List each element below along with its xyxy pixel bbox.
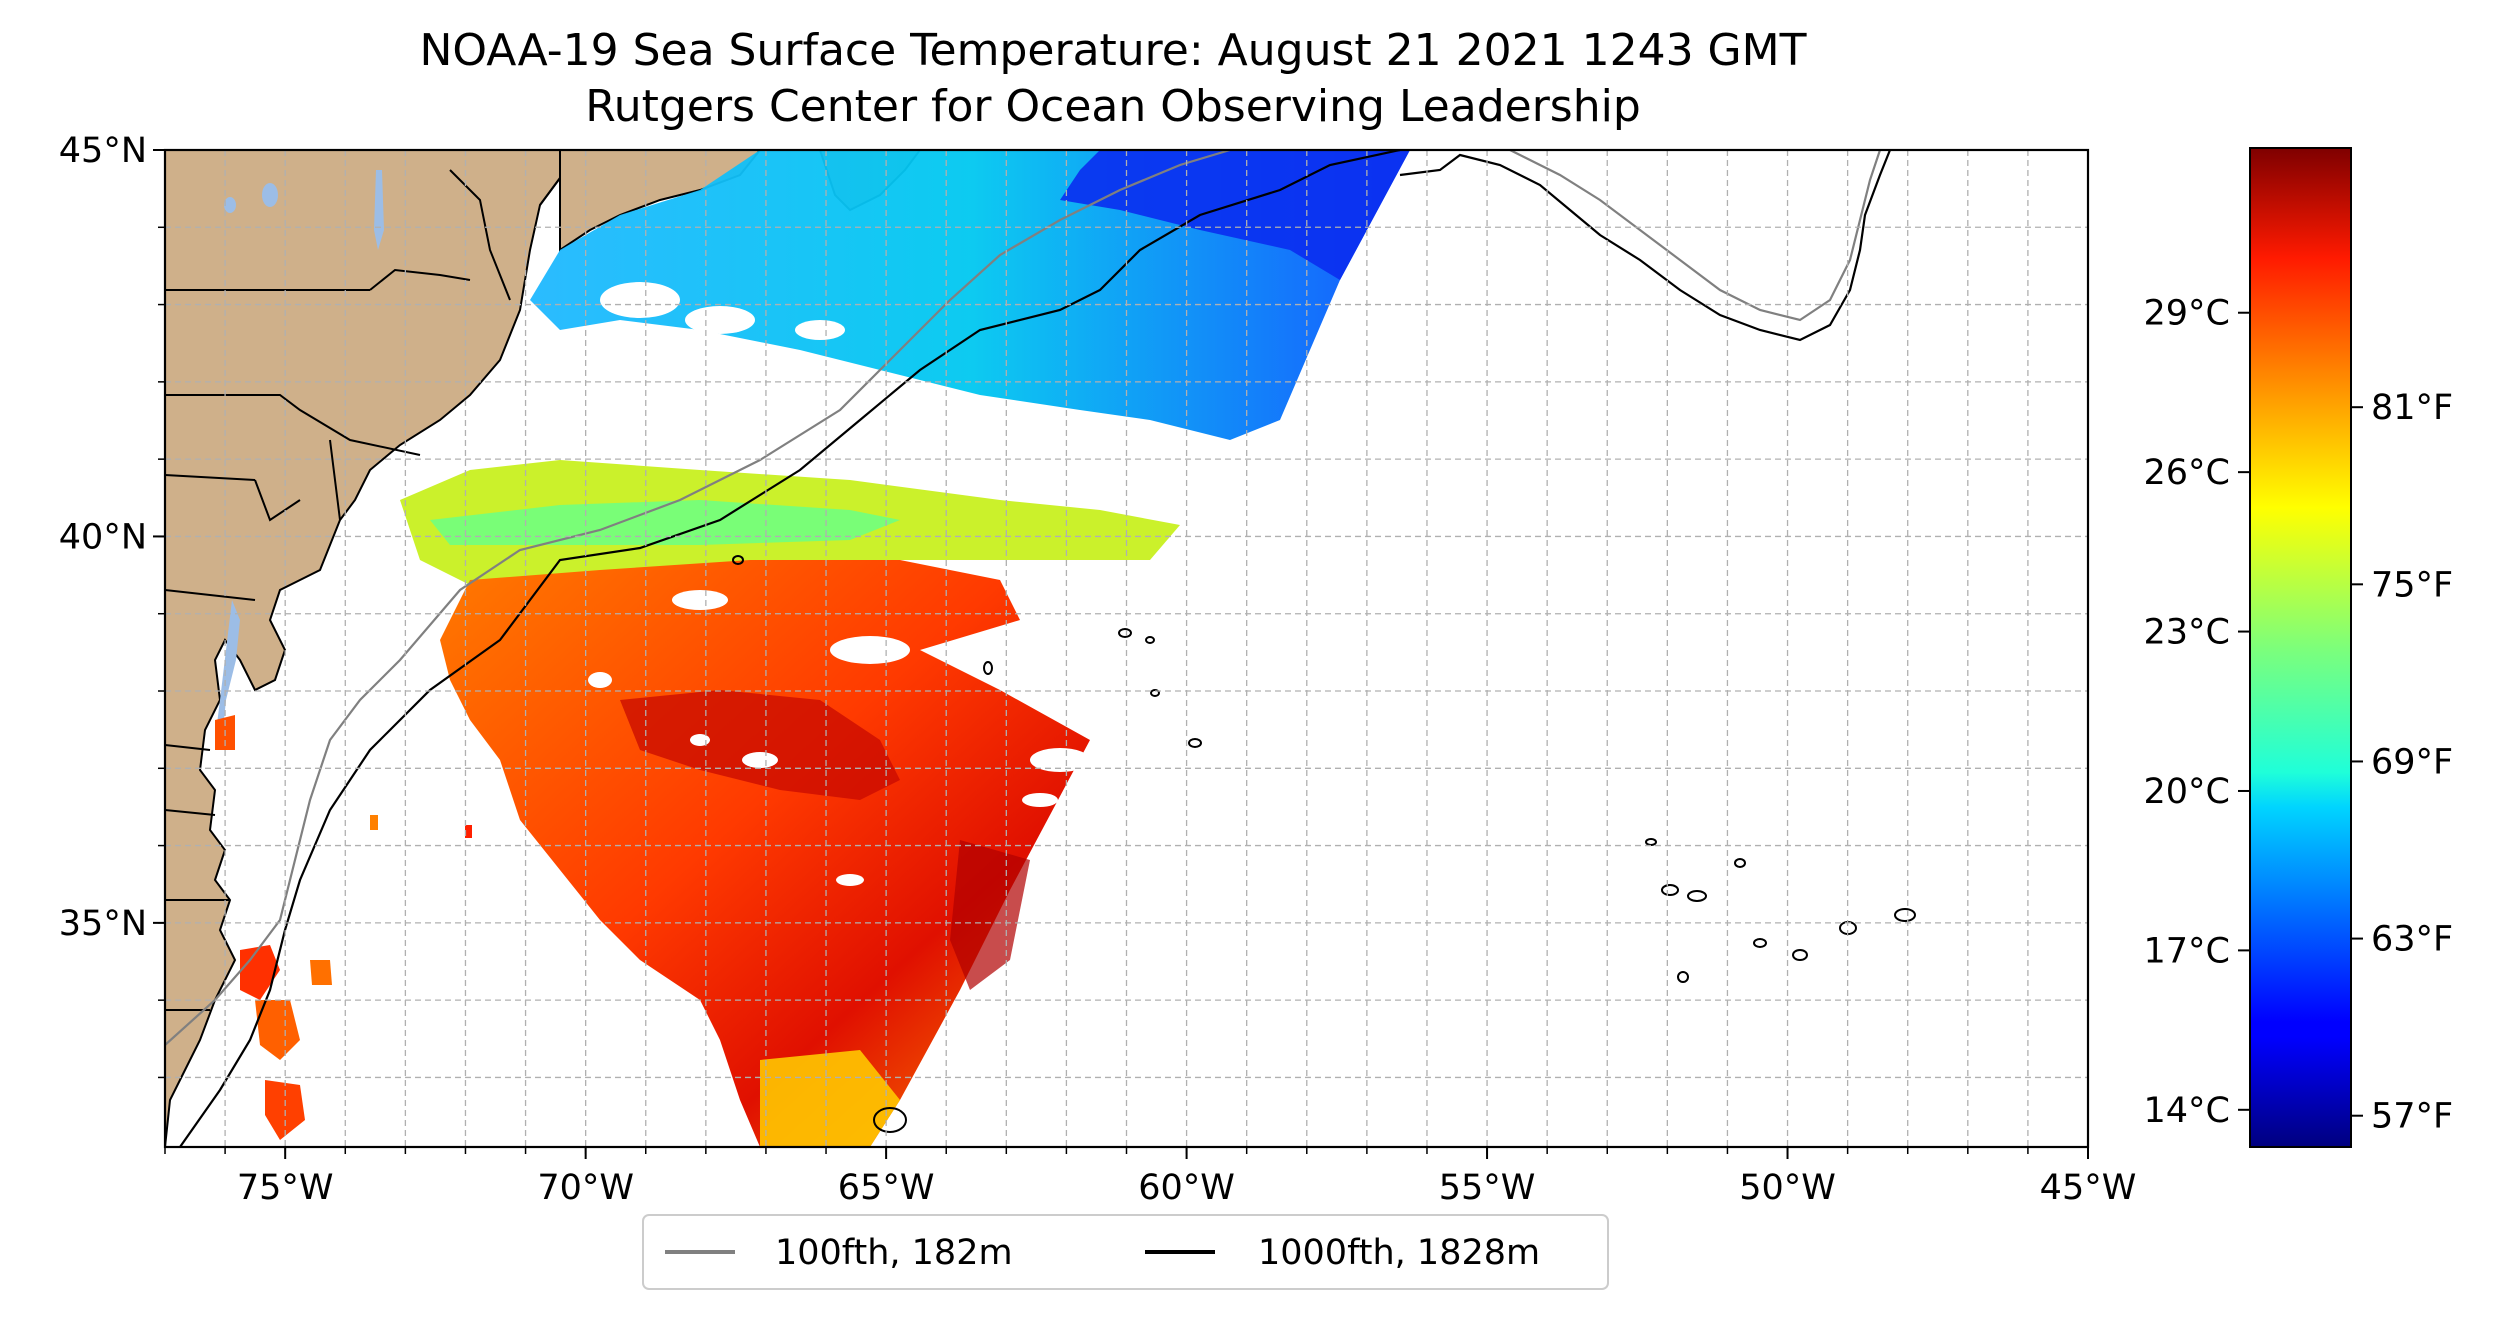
land-mass — [165, 150, 561, 1147]
lon-tick-label: 75°W — [237, 1168, 334, 1208]
contour-1000fth — [179, 150, 1401, 1147]
colorbar-gradient — [2249, 147, 2352, 1148]
map-axes: 75°W 70°W 65°W 60°W 55°W 50°W 45°W 45°N 40°N 35°N — [59, 131, 2137, 1208]
gridlines — [165, 150, 2088, 1147]
lon-tick-label: 70°W — [537, 1168, 634, 1208]
fahrenheit-tick-label: 63°F — [2371, 920, 2453, 960]
sst-swath-blue — [1060, 150, 1410, 280]
map-panel: 75°W 70°W 65°W 60°W 55°W 50°W 45°W 45°N 40°N 35°N — [59, 131, 2137, 1208]
celsius-tick-label: 14°C — [2144, 1091, 2230, 1131]
colorbar-celsius-ticks: 29°C 26°C 23°C 20°C 17°C 14°C — [2144, 294, 2250, 1131]
sst-warm-core — [950, 840, 1030, 990]
lon-tick-label: 55°W — [1439, 1168, 1536, 1208]
lat-tick-label: 35°N — [59, 904, 147, 944]
fahrenheit-tick-label: 57°F — [2371, 1097, 2453, 1137]
celsius-tick-label: 20°C — [2144, 772, 2230, 812]
sst-swath-green — [430, 500, 900, 545]
lon-tick-label: 60°W — [1138, 1168, 1235, 1208]
lon-tick-label: 45°W — [2040, 1168, 2137, 1208]
contour-100fth — [165, 150, 1231, 1046]
contour-100fth-ne — [1509, 150, 1882, 322]
seamount-outlines — [732, 555, 1916, 1133]
chesapeake-bay — [215, 600, 240, 740]
lat-tick-label: 40°N — [59, 517, 147, 557]
sst-warm-core — [620, 690, 900, 800]
celsius-tick-label: 26°C — [2144, 453, 2230, 493]
lon-tick-label: 50°W — [1739, 1168, 1836, 1208]
lake-small — [262, 183, 278, 207]
figure-subtitle: Rutgers Center for Ocean Observing Leade… — [585, 81, 1641, 132]
lat-tick-label: 45°N — [59, 131, 147, 171]
contour-1000fth-ne — [1399, 150, 1892, 342]
celsius-tick-label: 29°C — [2144, 294, 2230, 334]
colorbar: 29°C 26°C 23°C 20°C 17°C 14°C 81°F 75°F 69°F 63°… — [2144, 147, 2453, 1148]
celsius-tick-label: 17°C — [2144, 931, 2230, 971]
legend-label-1000fth: 1000fth, 1828m — [1258, 1233, 1540, 1273]
fahrenheit-tick-label: 81°F — [2371, 388, 2453, 428]
legend-box — [642, 1214, 1609, 1290]
lake-champlain — [374, 170, 384, 250]
legend: 100fth, 182m 1000fth, 1828m — [642, 1214, 1609, 1290]
figure-title: NOAA-19 Sea Surface Temperature: August … — [420, 25, 1807, 76]
sst-swath-tail — [760, 1050, 900, 1147]
fahrenheit-tick-label: 69°F — [2371, 742, 2453, 782]
state-borders — [165, 169, 561, 1011]
lake-small — [224, 197, 236, 213]
lon-tick-label: 65°W — [838, 1168, 935, 1208]
legend-label-100fth: 100fth, 182m — [775, 1233, 1013, 1273]
fahrenheit-tick-label: 75°F — [2371, 565, 2453, 605]
celsius-tick-label: 23°C — [2144, 613, 2230, 653]
colorbar-fahrenheit-ticks: 81°F 75°F 69°F 63°F 57°F — [2351, 388, 2453, 1137]
cloud-holes — [588, 282, 1150, 886]
